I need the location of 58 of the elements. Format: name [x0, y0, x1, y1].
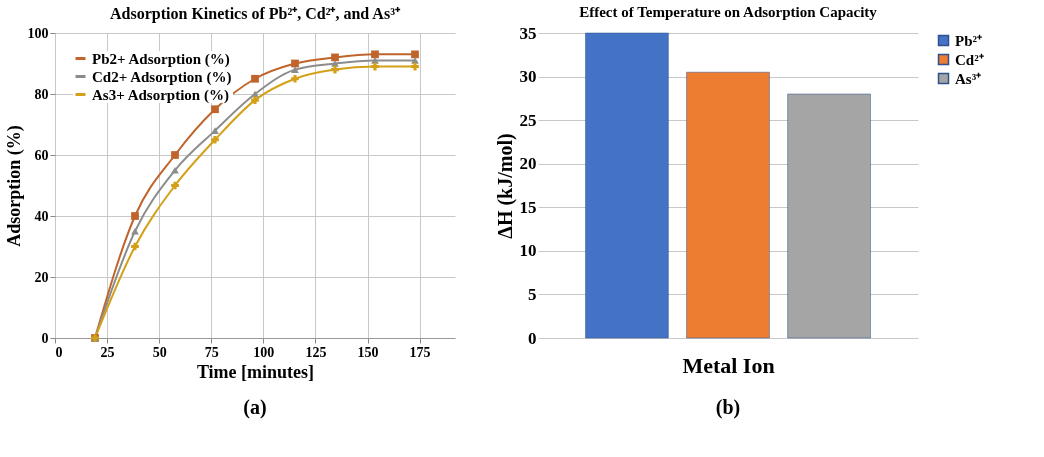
- point: [131, 212, 139, 220]
- y-tick-label: 10: [519, 241, 537, 261]
- y-tick-label: 100: [27, 25, 49, 41]
- point: [251, 74, 259, 83]
- point: [171, 166, 179, 174]
- x-tick-label: 175: [409, 344, 431, 360]
- y-tick-label: 40: [34, 208, 49, 224]
- point: [211, 135, 219, 144]
- y-tick-label: 25: [519, 110, 537, 130]
- chart-title: Adsorption Kinetics of Pb²⁺, Cd²⁺, and As³⁺: [110, 5, 401, 23]
- point: [291, 59, 299, 68]
- y-tick-label: 30: [519, 67, 537, 87]
- text: (b): [715, 396, 741, 419]
- x-tick-label: 150: [357, 344, 379, 360]
- y-axis-title: Adsorption (%): [3, 125, 25, 247]
- point: [251, 96, 259, 104]
- point: [131, 227, 139, 235]
- point: [291, 66, 299, 73]
- y-tick-label: 15: [519, 197, 537, 217]
- point: [171, 151, 179, 159]
- bar: [686, 71, 770, 339]
- legend-label: Cd²⁺: [955, 51, 984, 68]
- x-tick-label: 50: [152, 344, 167, 360]
- bar: [585, 32, 669, 339]
- y-tick-label: 35: [519, 23, 537, 43]
- point: [331, 65, 339, 74]
- point: [291, 74, 299, 83]
- chart-title: Effect of Temperature on Adsorption Capacity: [579, 4, 878, 20]
- y-tick-label: 80: [34, 86, 49, 102]
- legend-label: Pb²⁺: [955, 32, 983, 49]
- legend-label: As3+ Adsorption (%): [92, 86, 229, 104]
- legend-label: As³⁺: [955, 70, 982, 87]
- point: [211, 105, 219, 114]
- y-tick-label: 60: [34, 147, 49, 163]
- y-tick-label: 20: [519, 154, 537, 174]
- point: [371, 50, 379, 59]
- text: (a): [243, 396, 267, 419]
- legend-label: Cd2+ Adsorption (%): [92, 68, 232, 86]
- point: [211, 127, 219, 134]
- y-tick-label: 5: [528, 284, 537, 304]
- x-axis-title: Metal Ion: [682, 352, 775, 378]
- point: [171, 181, 179, 190]
- point: [331, 53, 339, 62]
- legend-label: Pb2+ Adsorption (%): [92, 50, 230, 68]
- x-tick-label: 100: [253, 344, 275, 360]
- y-tick-label: 0: [41, 330, 49, 346]
- y-tick-label: 20: [34, 269, 49, 285]
- y-axis-title: ΔH (kJ/mol): [493, 133, 517, 239]
- x-tick-label: 125: [305, 344, 327, 360]
- point: [131, 242, 139, 251]
- bar: [787, 93, 871, 339]
- point: [411, 50, 419, 59]
- x-tick-label: 0: [55, 344, 63, 360]
- point: [371, 62, 379, 71]
- point: [411, 62, 419, 71]
- x-tick-label: 25: [100, 344, 115, 360]
- x-tick-label: 75: [204, 344, 219, 360]
- x-axis-title: Time [minutes]: [196, 361, 315, 382]
